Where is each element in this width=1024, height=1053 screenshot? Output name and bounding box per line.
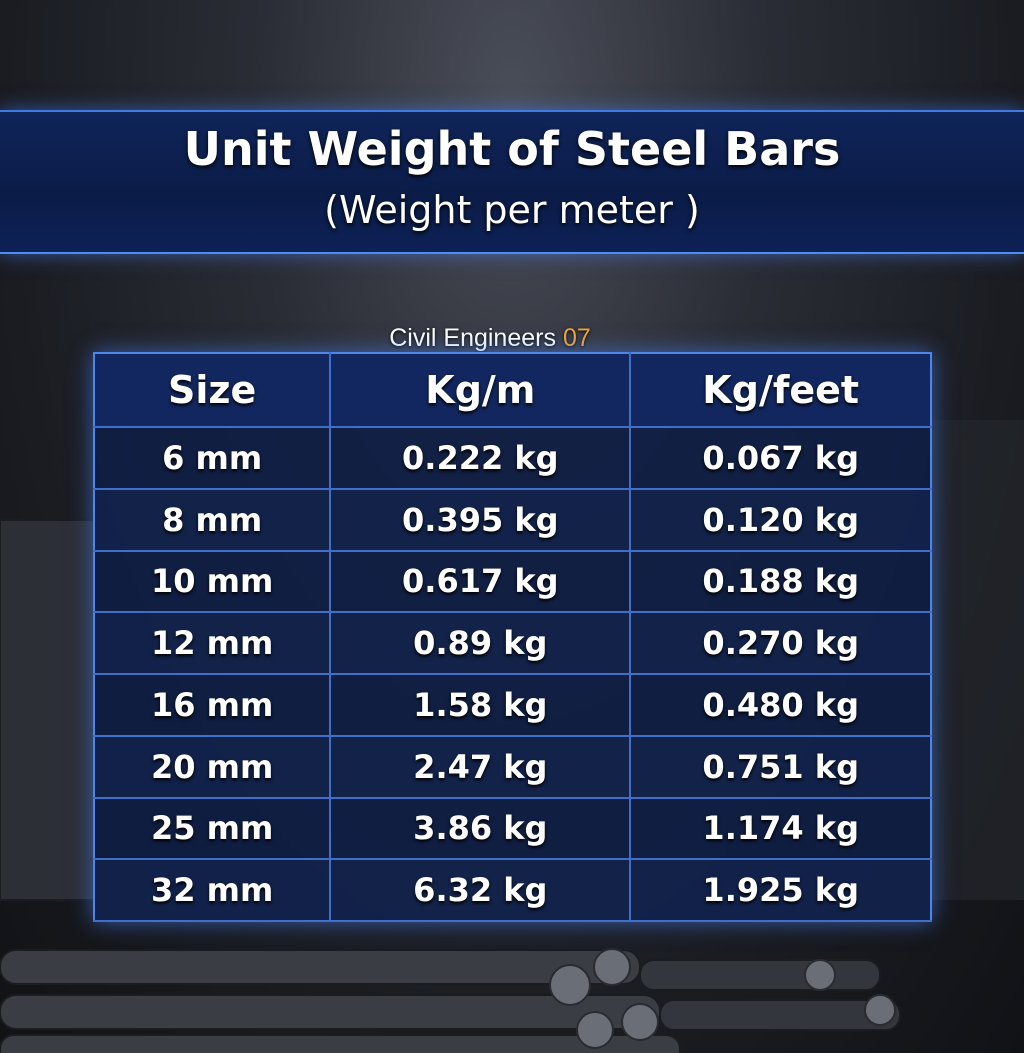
- table-cell: 0.395 kg: [329, 488, 631, 552]
- watermark-number: 07: [562, 324, 591, 352]
- table-cell: 8 mm: [94, 488, 331, 552]
- subtitle: (Weight per meter ): [324, 188, 700, 232]
- table-row: 8 mm 0.395 kg 0.120 kg: [94, 488, 931, 552]
- table-cell: 0.222 kg: [329, 427, 631, 490]
- table-cell: 6 mm: [94, 427, 331, 490]
- table-cell: 1.925 kg: [629, 859, 931, 922]
- table-row: 25 mm 3.86 kg 1.174 kg: [94, 797, 931, 861]
- table-cell: 0.480 kg: [629, 674, 931, 737]
- table-cell: 0.120 kg: [629, 488, 931, 552]
- weight-table: Size Kg/m Kg/feet 6 mm 0.222 kg 0.067 kg 8 mm…: [93, 352, 932, 922]
- table-cell: 0.751 kg: [629, 735, 931, 799]
- table-cell: 16 mm: [94, 674, 331, 737]
- table-cell: 20 mm: [94, 735, 331, 799]
- table-cell: 10 mm: [94, 550, 331, 614]
- watermark-name: Civil Engineers: [389, 324, 556, 352]
- table-body: 6 mm 0.222 kg 0.067 kg 8 mm 0.395 kg 0.120 kg…: [94, 427, 931, 922]
- table-cell: 2.47 kg: [329, 735, 631, 799]
- table-cell: 25 mm: [94, 797, 331, 861]
- table-row: 12 mm 0.89 kg 0.270 kg: [94, 612, 931, 675]
- watermark: Civil Engineers 07: [0, 324, 980, 353]
- table-cell: 0.067 kg: [629, 427, 931, 490]
- table-cell: 12 mm: [94, 612, 331, 675]
- column-header: Kg/m: [329, 353, 631, 428]
- header-row: Size Kg/m Kg/feet: [94, 353, 931, 428]
- table-row: 20 mm 2.47 kg 0.751 kg: [94, 735, 931, 799]
- table-cell: 3.86 kg: [329, 797, 631, 861]
- table-cell: 6.32 kg: [329, 859, 631, 922]
- table-cell: 0.89 kg: [329, 612, 631, 675]
- table-cell: 0.188 kg: [629, 550, 931, 614]
- table-row: 16 mm 1.58 kg 0.480 kg: [94, 674, 931, 737]
- column-header: Size: [94, 353, 331, 428]
- title-band: [0, 110, 1024, 254]
- table-cell: 0.270 kg: [629, 612, 931, 675]
- table-row: 6 mm 0.222 kg 0.067 kg: [94, 427, 931, 490]
- table-row: 10 mm 0.617 kg 0.188 kg: [94, 550, 931, 614]
- table-cell: 1.58 kg: [329, 674, 631, 737]
- table-cell: 1.174 kg: [629, 797, 931, 861]
- column-header: Kg/feet: [629, 353, 931, 428]
- title: Unit Weight of Steel Bars: [183, 122, 841, 176]
- table-cell: 32 mm: [94, 859, 331, 922]
- table-cell: 0.617 kg: [329, 550, 631, 614]
- table-row: 32 mm 6.32 kg 1.925 kg: [94, 859, 931, 922]
